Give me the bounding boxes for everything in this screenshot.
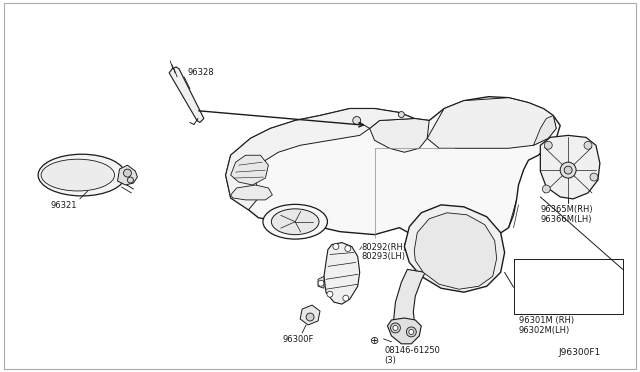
Polygon shape [300, 305, 320, 325]
Ellipse shape [271, 209, 319, 235]
Polygon shape [118, 165, 138, 185]
Polygon shape [370, 119, 429, 152]
Polygon shape [540, 135, 600, 199]
Text: ⊕: ⊕ [370, 336, 380, 346]
Polygon shape [318, 276, 324, 288]
Ellipse shape [560, 162, 576, 178]
Ellipse shape [318, 280, 324, 286]
Ellipse shape [564, 166, 572, 174]
Text: 96321: 96321 [51, 201, 77, 210]
Text: 96301M (RH): 96301M (RH) [518, 316, 573, 325]
Ellipse shape [542, 185, 550, 193]
Ellipse shape [399, 112, 404, 118]
Polygon shape [427, 98, 556, 148]
Ellipse shape [333, 244, 339, 250]
Ellipse shape [353, 116, 361, 125]
Polygon shape [169, 67, 204, 122]
Text: (3): (3) [385, 356, 396, 365]
Polygon shape [230, 155, 268, 185]
Ellipse shape [426, 222, 488, 253]
Polygon shape [324, 243, 360, 304]
Polygon shape [226, 97, 560, 241]
Ellipse shape [124, 169, 131, 177]
Ellipse shape [343, 295, 349, 301]
Text: 80292(RH): 80292(RH) [362, 243, 407, 251]
Text: 08146-61250: 08146-61250 [385, 346, 440, 355]
Ellipse shape [38, 154, 125, 196]
Polygon shape [533, 116, 556, 145]
Polygon shape [404, 205, 504, 292]
Ellipse shape [127, 177, 133, 183]
Polygon shape [394, 269, 425, 342]
Polygon shape [414, 213, 497, 289]
Polygon shape [230, 185, 273, 200]
Ellipse shape [434, 226, 480, 250]
Polygon shape [387, 318, 421, 344]
Ellipse shape [590, 173, 598, 181]
Text: J96300F1: J96300F1 [558, 348, 600, 357]
Ellipse shape [390, 323, 401, 333]
Ellipse shape [406, 327, 416, 337]
Polygon shape [226, 109, 414, 210]
Ellipse shape [584, 141, 592, 149]
Text: 96328: 96328 [188, 68, 214, 77]
Ellipse shape [327, 291, 333, 297]
Ellipse shape [409, 330, 414, 334]
Text: 96300F: 96300F [282, 335, 314, 344]
Text: 96365M(RH): 96365M(RH) [540, 205, 593, 214]
Text: 96302M(LH): 96302M(LH) [518, 326, 570, 335]
Ellipse shape [306, 313, 314, 321]
Ellipse shape [345, 246, 351, 251]
Text: 96366M(LH): 96366M(LH) [540, 215, 592, 224]
Ellipse shape [263, 204, 328, 239]
Text: 80293(LH): 80293(LH) [362, 251, 406, 260]
Ellipse shape [41, 159, 115, 191]
Ellipse shape [544, 141, 552, 149]
Ellipse shape [393, 326, 398, 330]
